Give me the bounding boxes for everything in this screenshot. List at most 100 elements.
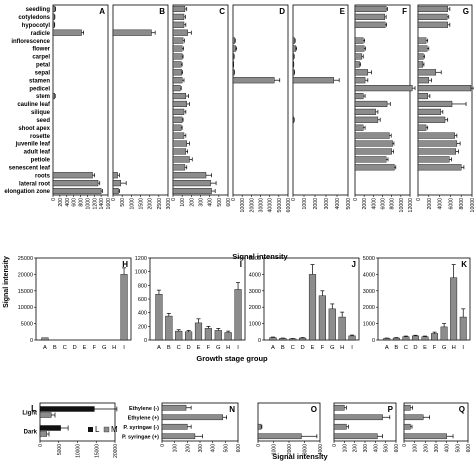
bar [161,433,196,440]
category-label: P. syringae (-) [123,425,159,431]
bar [269,337,277,341]
middle-ylabel: Signal intensity [3,256,10,308]
bar [185,331,193,341]
x-tick-label: 0 [38,444,44,447]
bar [175,330,183,341]
bar [172,29,188,36]
x-category-label: D [301,345,305,351]
y-tick-label: 4000 [363,272,375,278]
bar [450,277,458,341]
bar [417,45,428,52]
x-tick-label: 400 [445,444,451,453]
bar [333,404,345,411]
x-tick-label: 600 [394,444,400,453]
bar [52,187,102,195]
category-label: lateral root [19,181,50,187]
y-tick-label: 15000 [18,289,33,295]
bar [172,37,184,44]
bar [354,148,392,155]
bar [165,315,173,341]
bar [354,21,386,28]
x-tick-label: 400 [65,198,71,207]
bar [172,132,185,139]
x-category-label: F [321,345,325,351]
x-category-label: F [207,345,211,351]
bar [354,132,390,139]
bar [172,92,187,100]
x-tick-label: 4000 [438,198,444,210]
x-category-label: H [112,345,116,351]
bar [354,92,364,100]
x-tick-label: 1400 [99,198,105,210]
category-label: Dark [24,430,38,436]
bar [161,404,187,411]
category-label: Ethylene (-) [129,406,159,412]
bar [417,85,472,92]
bar [417,69,437,76]
bar [411,335,419,341]
x-tick-label: 0 [353,198,359,201]
x-tick-label: 600 [236,444,242,453]
panel-E: E 0 1000 2000 3000 4000 5000 [291,4,352,210]
x-category-label: C [63,345,67,351]
panel-letter: E [340,7,346,16]
y-tick-label: 10000 [18,305,33,311]
x-tick-label: 600 [72,198,78,207]
x-category-label: B [167,345,171,351]
x-tick-label: 2000 [313,198,319,210]
bottom-xlabel: Signal intensity [272,452,328,461]
x-tick-label: 1000 [129,198,135,210]
panel-G: G 0 2000 4000 6000 8000 10000 [416,4,474,213]
y-tick-label: 3000 [363,289,375,295]
y-tick-label: 0 [30,338,33,344]
bar [417,92,428,100]
bar [161,414,223,421]
x-tick-label: 100 [180,198,186,207]
bar [354,140,393,147]
panel-letter: L [31,404,36,413]
x-category-label: H [226,345,230,351]
bar [417,116,446,123]
bar [172,187,212,195]
bar [383,338,391,341]
x-tick-label: 800 [79,198,85,207]
x-tick-label: 10000 [399,198,405,213]
bar [172,116,183,123]
bar [299,337,307,341]
bar [234,289,242,341]
bar [172,164,186,171]
bar [257,423,262,430]
x-tick-label: 300 [434,444,440,453]
panel-J: J 0 1000 2000 3000 4000 5000 A B C D E F G H I [249,256,360,351]
x-tick-label: 600 [466,444,472,453]
bar [161,423,188,430]
bar [172,21,185,28]
bar [333,433,378,440]
x-category-label: B [281,345,285,351]
bar [354,108,376,115]
bar [440,326,448,341]
bar [52,172,93,179]
x-tick-label: 500 [223,444,229,453]
category-label: flower [32,47,50,53]
x-tick-label: 40000 [268,198,274,213]
x-category-label: D [187,345,191,351]
x-tick-label: 1000 [85,198,91,210]
x-category-label: F [93,345,97,351]
y-tick-label: 2000 [249,305,261,311]
bar [417,77,430,84]
bar [289,338,297,341]
bar [417,124,427,131]
bar [354,156,387,163]
bar [417,53,424,60]
panel-frame [417,4,473,196]
x-tick-label: 10000 [470,198,474,213]
bar [257,433,302,440]
x-tick-label: 4000 [371,198,377,210]
category-label: radicle [31,31,51,37]
bar [232,37,236,44]
x-tick-label: 2000 [362,198,368,210]
panel-letter: C [219,7,225,16]
x-tick-label: 3000 [166,198,172,210]
